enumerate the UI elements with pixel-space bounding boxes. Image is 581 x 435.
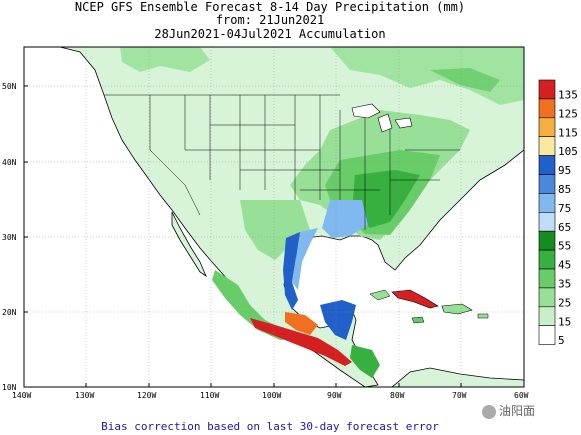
- colorbar-label: 25: [558, 296, 571, 309]
- precip-central-america-orange: [285, 312, 318, 335]
- colorbar-swatch: [538, 287, 556, 308]
- map-title-line3: 28Jun2021-04Jul2021 Accumulation: [154, 27, 386, 41]
- colorbar-label: 45: [558, 259, 571, 272]
- colorbar-label: 95: [558, 164, 571, 177]
- precip-mexico-pacific: [212, 270, 300, 340]
- colorbar-label: 65: [558, 221, 571, 234]
- precip-honduras-green: [350, 345, 380, 378]
- lon-label-110w: 110W: [200, 391, 219, 400]
- precip-canada-north: [120, 47, 210, 72]
- map-title-line1: NCEP GFS Ensemble Forecast 8-14 Day Prec…: [74, 0, 466, 14]
- colorbar-label: 5: [558, 334, 565, 347]
- colorbar-swatch: [538, 155, 556, 175]
- colorbar-label: 135: [558, 88, 578, 101]
- colorbar-swatch: [538, 79, 556, 100]
- lon-label-70w: 70W: [452, 391, 467, 400]
- colorbar-label: 35: [558, 277, 571, 290]
- colorbar-label: 55: [558, 240, 571, 253]
- colorbar-swatch: [538, 230, 556, 251]
- colorbar-swatch: [538, 136, 556, 156]
- footer-note: Bias correction based on last 30-day for…: [101, 420, 439, 433]
- lon-label-130w: 130W: [75, 391, 94, 400]
- colorbar-label: 125: [558, 107, 578, 120]
- lat-label-50n: 50N: [2, 82, 17, 91]
- colorbar-swatch: [538, 268, 556, 289]
- wechat-icon: [482, 404, 496, 419]
- colorbar-swatch: [538, 193, 556, 213]
- lat-label-40n: 40N: [2, 158, 17, 167]
- colorbar-swatch: [538, 212, 556, 232]
- colorbar-swatch: [538, 249, 556, 270]
- colorbar-swatch: [538, 117, 556, 138]
- colorbar-swatch: [538, 174, 556, 194]
- colorbar-label: 105: [558, 145, 578, 158]
- land-south-america: [391, 367, 524, 387]
- colorbar-label: 115: [558, 126, 578, 139]
- watermark: 油阳面: [482, 402, 578, 420]
- colorbar-swatch: [538, 306, 556, 326]
- precip-canada-ne-2: [430, 68, 500, 92]
- great-lakes: [351, 103, 413, 133]
- map-title-line2: from: 21Jun2021: [215, 13, 325, 27]
- colorbar: 135 125 115 105 95 85 75 65 55 45 35 25 15 5: [538, 79, 578, 347]
- watermark-text: 油阳面: [499, 404, 536, 418]
- graticule: [24, 47, 524, 387]
- precip-canada-ne: [330, 47, 524, 105]
- colorbar-label: 15: [558, 315, 571, 328]
- land-cuba: [391, 289, 439, 309]
- colorbar-label: 85: [558, 183, 571, 196]
- land-baja: [171, 211, 207, 278]
- precip-texas-coast: [240, 200, 310, 260]
- precip-yucatan-blue: [320, 300, 356, 340]
- precip-mexico-gulf-coast-light: [292, 228, 318, 290]
- lon-label-90w: 90W: [327, 391, 342, 400]
- colorbar-swatch: [538, 325, 556, 345]
- land-bahamas: [369, 289, 391, 301]
- land-jamaica: [411, 316, 425, 324]
- colorbar-swatch: [538, 98, 556, 119]
- axis-ticks: [24, 85, 462, 387]
- colorbar-label: 75: [558, 202, 571, 215]
- lat-label-10n: 10N: [2, 383, 17, 392]
- lat-label-30n: 30N: [2, 233, 17, 242]
- precip-central-america-red: [250, 318, 352, 366]
- precip-mexico-gulf-coast: [283, 232, 305, 310]
- precip-southeast-core: [352, 170, 420, 228]
- precip-gulf-blue: [322, 200, 368, 238]
- lon-label-60w: 60W: [514, 391, 529, 400]
- lon-label-140w: 140W: [12, 391, 31, 400]
- lon-label-100w: 100W: [262, 391, 281, 400]
- land-puerto-rico: [477, 313, 489, 319]
- lat-label-20n: 20N: [2, 308, 17, 317]
- lon-label-80w: 80W: [390, 391, 405, 400]
- lon-label-120w: 120W: [137, 391, 156, 400]
- state-borders: [104, 94, 460, 230]
